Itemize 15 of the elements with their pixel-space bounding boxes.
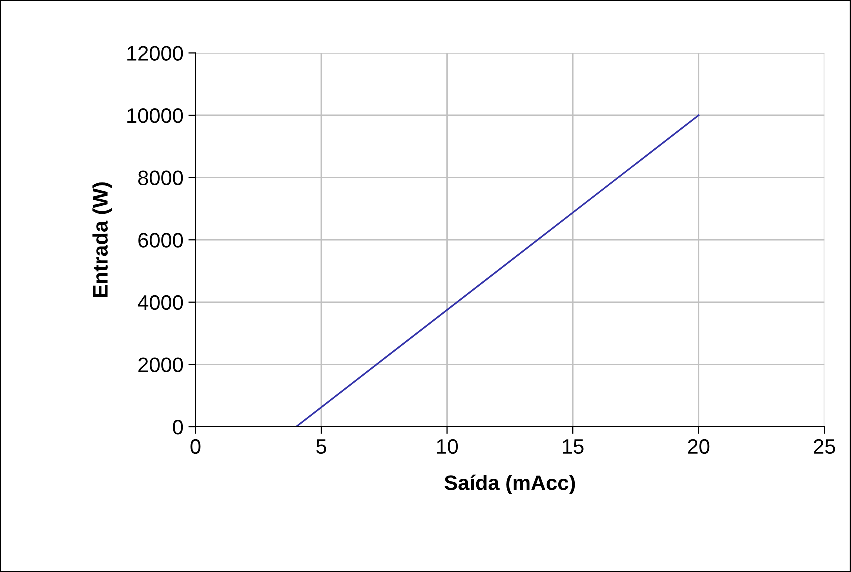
y-tick-label: 6000 (138, 233, 184, 248)
x-tick-label: 15 (563, 440, 584, 454)
y-axis-title: Entrada (W) (92, 182, 112, 298)
y-tick-label: 12000 (128, 46, 184, 61)
y-tick-label: 4000 (138, 295, 184, 310)
x-tick-label: 0 (190, 439, 201, 454)
y-tick-label: 10000 (128, 108, 184, 124)
x-tick-label: 5 (316, 440, 326, 454)
x-tick-label: 10 (437, 439, 458, 454)
y-tick-label: 8000 (138, 170, 184, 186)
y-tick-label: 0 (173, 420, 184, 435)
x-tick-label: 25 (814, 439, 836, 454)
x-axis-title: Saída (mAcc) (444, 474, 576, 494)
x-tick-label: 20 (688, 439, 710, 454)
y-tick-label: 2000 (138, 358, 184, 372)
